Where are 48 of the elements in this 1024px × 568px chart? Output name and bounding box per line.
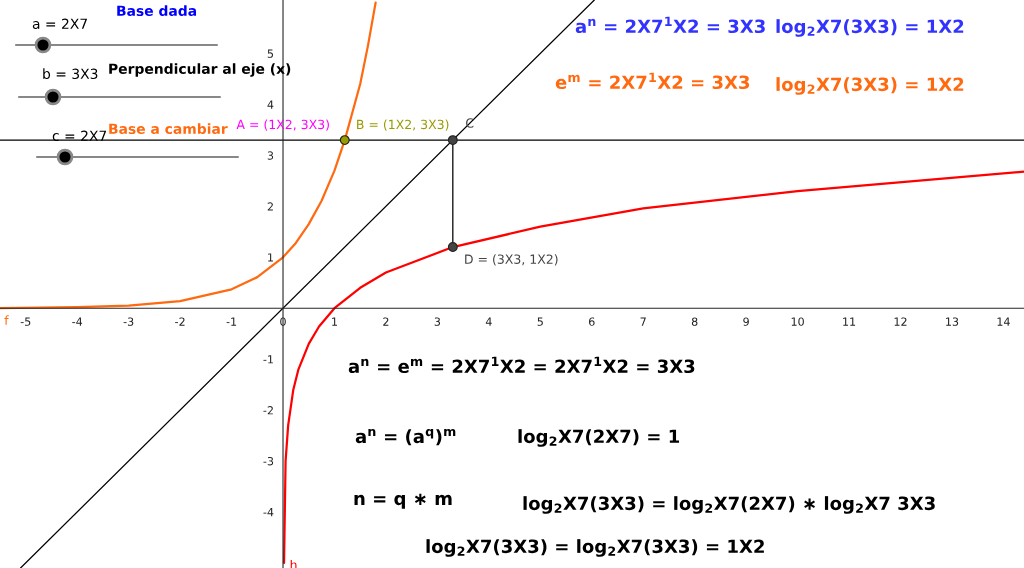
y-tick-label: 1 xyxy=(268,253,273,262)
x-tick-label: -2 xyxy=(175,317,185,326)
y-tick-label: 4 xyxy=(267,100,274,109)
y-tick-label: -2 xyxy=(263,406,273,415)
x-tick-label: 5 xyxy=(537,317,543,326)
x-tick-label: 10 xyxy=(791,317,804,326)
x-tick-label: 8 xyxy=(691,317,698,326)
annotation: c = 2X7 xyxy=(52,130,107,142)
x-tick-label: 7 xyxy=(640,317,646,326)
x-tick-label: 1 xyxy=(332,317,337,326)
y-tick-label: 5 xyxy=(267,49,274,58)
text: a$^{n}$ = e$^{m}$ = 2X7$^{1}$X2 = 2X7$^{1}$X2 = 3X3 xyxy=(348,356,695,374)
y-tick-label: 3 xyxy=(267,151,274,160)
annotation: log$_{2}$X7(3X3) = log$_{2}$X7(2X7) ∗ log$_{2}$X7 3X3 xyxy=(523,496,935,514)
y-tick-label: -3 xyxy=(263,457,274,466)
x-tick-label: 6 xyxy=(589,317,595,326)
annotation: log$_{2}$X7(3X3) = log$_{2}$X7(3X3) = 1X2 xyxy=(426,539,764,557)
annotation: log$_{2}$X7(2X7) = 1 xyxy=(518,429,680,447)
x-tick-label: 9 xyxy=(743,317,749,326)
x-tick-label: -5 xyxy=(20,317,31,326)
x-tick-label: 14 xyxy=(997,317,1010,326)
annotation: a$^{n}$ = (a$^{q}$)$^{m}$ xyxy=(355,428,456,446)
annotation: Perpendicular al eje (x) xyxy=(109,63,291,77)
y-tick-label: -4 xyxy=(263,508,274,517)
annotation: Base a cambiar xyxy=(109,123,228,135)
annotation: A = (1X2, 3X3) xyxy=(236,119,329,131)
annotation: log$_{2}$X7(3X3) = 1X2 xyxy=(776,19,964,37)
annotation: Base dada xyxy=(117,5,197,17)
x-tick-label: 13 xyxy=(946,317,959,326)
x-tick-label: -4 xyxy=(72,317,83,326)
x-tick-label: 3 xyxy=(434,317,441,326)
annotation: b = 3X3 xyxy=(43,68,98,80)
annotation: f xyxy=(4,315,9,325)
annotation: log$_{2}$X7(3X3) = 1X2 xyxy=(776,77,964,95)
x-tick-label: 11 xyxy=(843,317,856,326)
annotation: a = 2X7 xyxy=(32,18,87,30)
annotation: n = q ∗ m xyxy=(354,493,452,509)
annotation: B = (1X2, 3X3) xyxy=(357,119,449,131)
y-tick-label: -1 xyxy=(263,355,273,364)
x-tick-label: 4 xyxy=(485,317,492,326)
y-tick-label: 2 xyxy=(267,202,273,211)
annotation: a$^{n}$ = 2X7$^{1}$X2 = 3X3 xyxy=(575,16,765,34)
x-tick-label: 2 xyxy=(383,317,389,326)
annotation: D = (3X3, 1X2) xyxy=(465,254,558,266)
x-tick-label: -1 xyxy=(226,317,237,326)
x-tick-label: -3 xyxy=(123,317,134,326)
annotation: e$^{m}$ = 2X7$^{1}$X2 = 3X3 xyxy=(555,72,750,90)
x-tick-label: 12 xyxy=(894,317,907,326)
